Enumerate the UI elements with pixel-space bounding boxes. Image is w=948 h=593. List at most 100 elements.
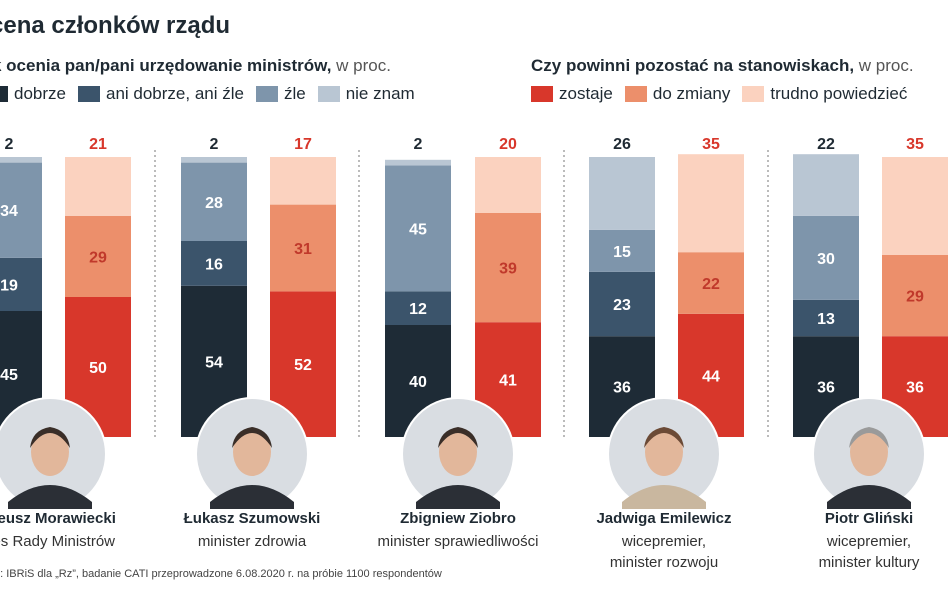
right-legend-item: do zmiany [624, 84, 731, 104]
minister-portrait [401, 397, 515, 511]
left-bar-segment [589, 229, 655, 272]
right-bar-segment [65, 157, 131, 216]
portrait-shoulders [622, 485, 706, 509]
left-value-label: 30 [817, 251, 835, 268]
left-legend-item: ani dobrze, ani źle [77, 84, 244, 104]
legend-label: źle [283, 84, 306, 103]
right-bar-segment [270, 204, 336, 292]
minister-name: Piotr Gliński [824, 510, 914, 527]
left-value-label: 34 [0, 203, 18, 220]
right-value-label: 22 [702, 276, 720, 293]
left-bar-segment [181, 241, 247, 286]
legend-swatch [255, 86, 278, 102]
left-legend-item: źle [255, 84, 306, 104]
right-bar-segment [270, 157, 336, 205]
right-value-label: 35 [702, 136, 720, 153]
right-legend-item: trudno powiedzieć [742, 84, 907, 104]
legend-swatch [77, 86, 100, 102]
left-bar-segment [385, 159, 451, 166]
legend-swatch [624, 86, 647, 102]
left-bar-segment [0, 157, 42, 163]
legend-swatch [742, 86, 765, 102]
legend-label: do zmiany [652, 84, 731, 103]
portrait-shoulders [416, 485, 500, 509]
left-value-label: 36 [613, 380, 631, 397]
legend-label: dobrze [14, 84, 66, 103]
right-question: Czy powinni pozostać na stanowiskach, [531, 56, 855, 75]
minister-portrait [607, 397, 721, 511]
right-value-label: 44 [702, 368, 720, 385]
legend-label: trudno powiedzieć [770, 84, 908, 103]
right-bar-segment [475, 157, 541, 213]
left-value-label: 16 [205, 256, 223, 273]
chart-title: cena członków rządu [0, 12, 231, 39]
right-bar-segment [678, 252, 744, 314]
legend-swatch [317, 86, 340, 102]
right-value-label: 21 [89, 136, 107, 153]
right-value-label: 39 [499, 261, 517, 278]
left-value-label: 2 [210, 136, 219, 153]
left-value-label: 54 [205, 354, 223, 371]
right-bar-segment [65, 215, 131, 297]
left-legend-item: nie znam [317, 84, 415, 104]
portrait-hair [30, 427, 70, 448]
left-value-label: 19 [0, 277, 18, 294]
legend-label: nie znam [345, 84, 415, 103]
minister-portrait [195, 397, 309, 511]
right-subtitle: Czy powinni pozostać na stanowiskach, w … [531, 56, 914, 76]
portrait-hair [644, 427, 684, 448]
right-value-label: 52 [294, 357, 312, 374]
portrait-shoulders [210, 485, 294, 509]
minister-role: minister sprawiedliwości [377, 533, 539, 550]
left-value-label: 36 [817, 380, 835, 397]
left-subtitle: k ocenia pan/pani urzędowanie ministrów,… [0, 56, 391, 76]
left-value-label: 45 [0, 367, 18, 384]
legend-left: dobrze ani dobrze, ani źle źle nie znam [0, 84, 427, 104]
legend-right: zostaje do zmiany trudno powiedzieć [531, 84, 919, 104]
right-unit: w proc. [858, 56, 914, 75]
right-legend-item: zostaje [531, 84, 613, 104]
right-value-label: 29 [906, 289, 924, 306]
left-value-label: 2 [5, 136, 14, 153]
left-legend-item: dobrze [0, 84, 66, 104]
left-value-label: 22 [817, 136, 835, 153]
portrait-shoulders [8, 485, 92, 509]
left-bar-segment [589, 157, 655, 230]
left-value-label: 28 [205, 195, 223, 212]
legend-label: zostaje [559, 84, 613, 103]
left-bar-segment [385, 165, 451, 292]
left-bar-segment [793, 154, 859, 216]
right-value-label: 41 [499, 373, 517, 390]
minister-role: wicepremier, [621, 533, 707, 550]
left-value-label: 23 [613, 297, 631, 314]
right-value-label: 31 [294, 241, 312, 258]
source-note: o: IBRiS dla „Rz”, badanie CATI przeprow… [0, 568, 442, 580]
left-value-label: 40 [409, 374, 427, 391]
minister-role: minister kultury [818, 554, 920, 571]
right-bar-segment [475, 213, 541, 323]
portrait-hair [438, 427, 478, 448]
left-bar-segment [793, 215, 859, 300]
legend-swatch [0, 86, 8, 102]
left-bar-segment [0, 257, 42, 311]
left-bar-segment [181, 157, 247, 163]
right-bar-segment [882, 157, 948, 255]
portrait-face [233, 428, 271, 476]
left-unit: w proc. [336, 56, 391, 75]
left-bar-segment [0, 162, 42, 258]
left-bar-segment [589, 271, 655, 337]
minister-name: Jadwiga Emilewicz [596, 510, 732, 527]
minister-portrait [812, 397, 926, 511]
right-value-label: 17 [294, 136, 312, 153]
minister-name: ateusz Morawiecki [0, 510, 116, 527]
minister-portrait [0, 397, 107, 511]
minister-role: wicepremier, [826, 533, 912, 550]
portrait-shoulders [827, 485, 911, 509]
legend-swatch [531, 86, 553, 102]
portrait-hair [849, 427, 889, 448]
right-bar-segment [882, 255, 948, 337]
minister-role: minister rozwoju [609, 554, 719, 571]
minister-role: zes Rady Ministrów [0, 533, 116, 550]
minister-role: minister zdrowia [197, 533, 307, 550]
